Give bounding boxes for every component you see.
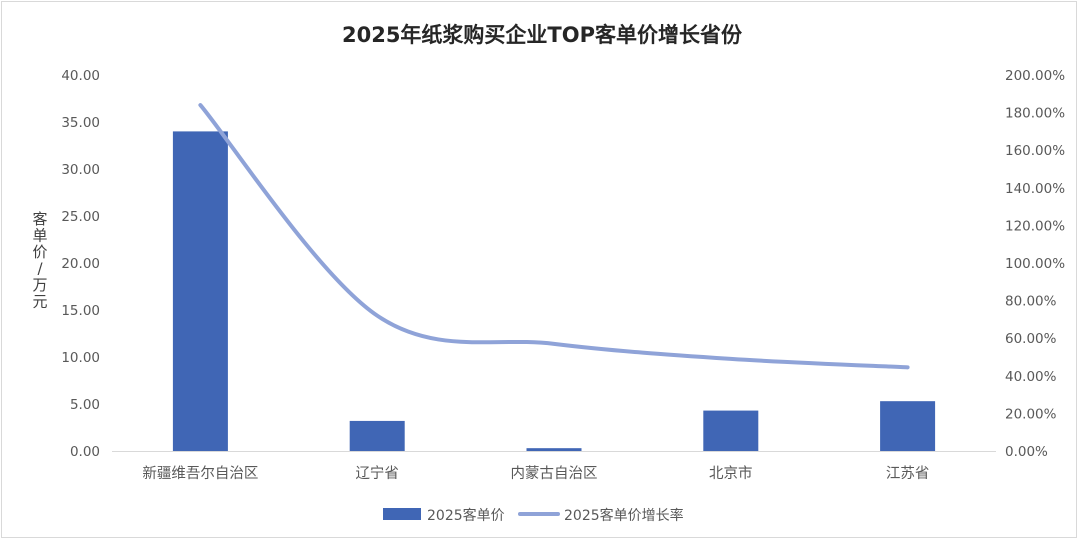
- y-axis-left-ticks: 0.00 5.00 10.00 15.00 20.00 25.00 30.00 35.00 40…: [61, 68, 100, 460]
- x-axis-categories: 新疆维吾尔自治区 辽宁省 内蒙古自治区 北京市 江苏省: [142, 465, 929, 482]
- y-right-tick-label: 180.00%: [1005, 106, 1065, 122]
- y-axis-title: 客单价/万元: [32, 210, 47, 311]
- x-category-label: 辽宁省: [355, 465, 399, 482]
- y-right-tick-label: 0.00%: [1005, 444, 1048, 460]
- bar: [526, 448, 582, 451]
- y-right-tick-label: 40.00%: [1005, 369, 1057, 385]
- y-left-tick-label: 30.00: [61, 162, 100, 178]
- bar: [172, 131, 228, 451]
- y-axis-title-char: 元: [32, 293, 47, 311]
- y-right-tick-label: 60.00%: [1005, 331, 1057, 347]
- y-axis-title-char: 价: [32, 243, 47, 261]
- y-axis-title-char: 单: [32, 227, 47, 245]
- legend: 2025客单价 2025客单价增长率: [383, 507, 684, 524]
- chart-title: 2025年纸浆购买企业TOP客单价增长省份: [342, 23, 743, 47]
- y-axis-title-char: 万: [32, 276, 47, 294]
- bar: [880, 401, 936, 451]
- x-category-label: 江苏省: [886, 465, 930, 482]
- y-left-tick-label: 0.00: [70, 444, 100, 460]
- y-left-tick-label: 5.00: [70, 397, 100, 413]
- legend-bar-swatch: [383, 508, 421, 520]
- y-axis-title-char: /: [37, 260, 43, 278]
- x-category-label: 内蒙古自治区: [511, 465, 598, 482]
- y-right-tick-label: 200.00%: [1005, 68, 1065, 84]
- y-right-tick-label: 140.00%: [1005, 181, 1065, 197]
- bar-series: [172, 131, 936, 451]
- legend-bar-label: 2025客单价: [427, 507, 505, 524]
- x-category-label: 北京市: [709, 465, 753, 482]
- y-left-tick-label: 10.00: [61, 350, 100, 366]
- bar: [703, 410, 759, 451]
- y-axis-right-ticks: 0.00% 20.00% 40.00% 60.00% 80.00% 100.00% 120.…: [1005, 68, 1065, 460]
- y-right-tick-label: 20.00%: [1005, 406, 1057, 422]
- y-left-tick-label: 25.00: [61, 209, 100, 225]
- legend-line-label: 2025客单价增长率: [564, 507, 684, 524]
- growth-rate-line: [198, 103, 910, 370]
- y-left-tick-label: 15.00: [61, 303, 100, 319]
- y-axis-title-char: 客: [32, 210, 47, 228]
- y-right-tick-label: 120.00%: [1005, 218, 1065, 234]
- y-left-tick-label: 20.00: [61, 256, 100, 272]
- bar: [349, 420, 405, 451]
- x-category-label: 新疆维吾尔自治区: [142, 465, 258, 482]
- y-left-tick-label: 35.00: [61, 115, 100, 131]
- y-left-tick-label: 40.00: [61, 68, 100, 84]
- y-right-tick-label: 160.00%: [1005, 143, 1065, 159]
- y-right-tick-label: 80.00%: [1005, 294, 1057, 310]
- y-right-tick-label: 100.00%: [1005, 256, 1065, 272]
